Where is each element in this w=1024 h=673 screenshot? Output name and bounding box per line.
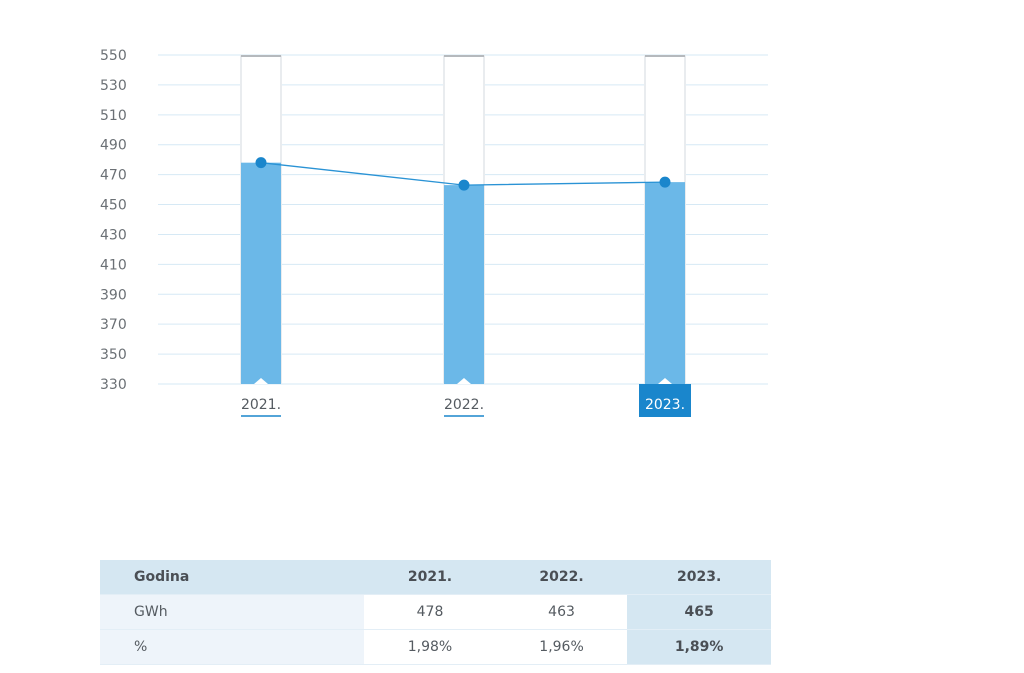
y-tick-label: 490: [100, 138, 127, 154]
bar: [645, 182, 685, 384]
cell-percent-2022: 1,96%: [495, 629, 628, 665]
cell-gwh-2022: 463: [495, 594, 628, 630]
table-row: GWh 478 463 465: [100, 594, 771, 630]
bar: [241, 162, 281, 384]
data-point: [659, 176, 671, 188]
bar-track-top: [241, 55, 281, 57]
y-tick-label: 370: [100, 317, 127, 333]
table-row: % 1,98% 1,96% 1,89%: [100, 629, 771, 665]
row-label-percent: %: [100, 629, 365, 665]
trend-line: [255, 157, 671, 191]
y-tick-label: 510: [100, 108, 127, 124]
data-table: Godina 2021. 2022. 2023. GWh 478 463 465…: [100, 560, 771, 665]
table-header-row: Godina 2021. 2022. 2023.: [100, 560, 771, 595]
cell-gwh-2023: 465: [627, 594, 771, 630]
x-tick-label: 2021.: [241, 397, 281, 413]
header-2023: 2023.: [627, 560, 771, 595]
y-tick-label: 390: [100, 287, 127, 303]
bar-notch: [457, 378, 471, 384]
row-label-gwh: GWh: [100, 594, 365, 630]
bar-track-top: [444, 55, 484, 57]
bar-notch: [658, 378, 672, 384]
data-point: [458, 179, 470, 191]
bar-line-chart: 330 350 370 390 410 430 450 470 490 510 530 550 202…: [100, 48, 768, 417]
y-axis-ticks: 330 350 370 390 410 430 450 470 490 510 530 550: [100, 48, 127, 393]
cell-percent-2023: 1,89%: [627, 629, 771, 665]
x-label-highlight: [639, 384, 691, 417]
header-2021: 2021.: [364, 560, 496, 595]
y-tick-label: 410: [100, 257, 127, 273]
y-tick-label: 330: [100, 377, 127, 393]
cell-percent-2021: 1,98%: [364, 629, 496, 665]
bar-track-top: [645, 55, 685, 57]
cell-gwh-2021: 478: [364, 594, 496, 630]
x-axis-labels: 2021. 2022. 2023.: [241, 384, 691, 417]
bars: [240, 55, 686, 384]
y-tick-label: 350: [100, 347, 127, 363]
y-tick-label: 530: [100, 78, 127, 94]
data-point: [255, 157, 267, 169]
header-year-label: Godina: [100, 560, 365, 595]
y-tick-label: 430: [100, 227, 127, 243]
y-tick-label: 450: [100, 198, 127, 214]
bar-notch: [254, 378, 268, 384]
y-tick-label: 550: [100, 48, 127, 64]
y-tick-label: 470: [100, 168, 127, 184]
bar: [444, 185, 484, 384]
header-2022: 2022.: [495, 560, 628, 595]
x-tick-label: 2023.: [645, 397, 685, 413]
x-tick-label: 2022.: [444, 397, 484, 413]
